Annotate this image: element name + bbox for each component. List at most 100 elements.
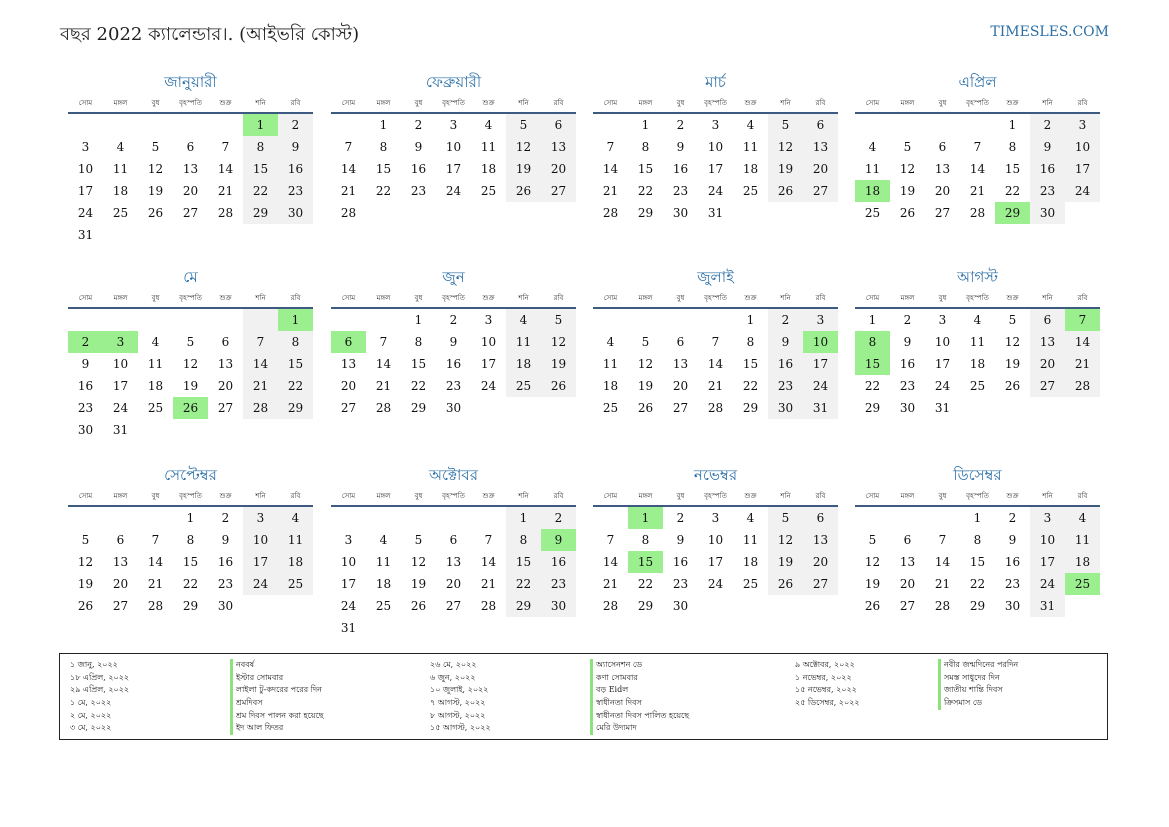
day-cell[interactable]: 12 <box>77 555 94 569</box>
day-cell[interactable]: 19 <box>768 551 803 573</box>
day-cell[interactable]: 16 <box>672 555 689 569</box>
day-cell[interactable]: 18 <box>112 184 129 198</box>
day-cell[interactable]: 2 <box>541 507 576 529</box>
day-cell[interactable]: 25 <box>506 375 541 397</box>
day-cell[interactable]: 18 <box>375 577 392 591</box>
day-cell[interactable]: 1 <box>414 313 423 327</box>
day-cell[interactable]: 31 <box>934 401 951 415</box>
day-cell[interactable]: 11 <box>506 331 541 353</box>
day-cell[interactable]: 10 <box>707 140 724 154</box>
day-cell[interactable]: 8 <box>1008 140 1017 154</box>
day-cell[interactable]: 12 <box>147 162 164 176</box>
day-cell[interactable]: 10 <box>112 357 129 371</box>
day-cell[interactable]: 1 <box>379 118 388 132</box>
day-cell[interactable]: 4 <box>484 118 493 132</box>
day-cell[interactable]: 25 <box>969 379 986 393</box>
day-cell[interactable]: 24 <box>243 573 278 595</box>
day-cell[interactable]: 25 <box>1065 573 1100 595</box>
day-cell[interactable]: 10 <box>1065 136 1100 158</box>
day-cell[interactable]: 27 <box>934 206 951 220</box>
day-cell[interactable]: 29 <box>742 401 759 415</box>
day-cell[interactable]: 22 <box>1004 184 1021 198</box>
day-cell[interactable]: 3 <box>81 140 90 154</box>
day-cell[interactable]: 7 <box>344 140 353 154</box>
day-cell[interactable]: 17 <box>934 357 951 371</box>
day-cell[interactable]: 18 <box>278 551 313 573</box>
day-cell[interactable]: 27 <box>803 573 838 595</box>
day-cell[interactable]: 10 <box>340 555 357 569</box>
day-cell[interactable]: 16 <box>445 357 462 371</box>
day-cell[interactable]: 1 <box>973 511 982 525</box>
day-cell[interactable]: 24 <box>1065 180 1100 202</box>
day-cell[interactable]: 29 <box>506 595 541 617</box>
day-cell[interactable]: 5 <box>414 533 423 547</box>
day-cell[interactable]: 12 <box>768 529 803 551</box>
day-cell[interactable]: 21 <box>707 379 724 393</box>
day-cell[interactable]: 2 <box>221 511 230 525</box>
day-cell[interactable]: 16 <box>1030 158 1065 180</box>
day-cell[interactable]: 4 <box>1065 507 1100 529</box>
day-cell[interactable]: 19 <box>77 577 94 591</box>
day-cell[interactable]: 30 <box>541 595 576 617</box>
day-cell[interactable]: 25 <box>147 401 164 415</box>
day-cell[interactable]: 7 <box>151 533 160 547</box>
day-cell[interactable]: 20 <box>899 577 916 591</box>
day-cell[interactable]: 26 <box>864 599 881 613</box>
day-cell[interactable]: 14 <box>1065 331 1100 353</box>
day-cell[interactable]: 14 <box>147 555 164 569</box>
day-cell[interactable]: 3 <box>243 507 278 529</box>
day-cell[interactable]: 31 <box>340 621 357 635</box>
day-cell[interactable]: 26 <box>147 206 164 220</box>
day-cell[interactable]: 19 <box>1004 357 1021 371</box>
day-cell[interactable]: 27 <box>672 401 689 415</box>
day-cell[interactable]: 29 <box>278 397 313 419</box>
day-cell[interactable]: 20 <box>445 577 462 591</box>
day-cell[interactable]: 17 <box>340 577 357 591</box>
day-cell[interactable]: 17 <box>1030 551 1065 573</box>
day-cell[interactable]: 22 <box>742 379 759 393</box>
day-cell[interactable]: 15 <box>375 162 392 176</box>
day-cell[interactable]: 6 <box>221 335 230 349</box>
day-cell[interactable]: 21 <box>375 379 392 393</box>
day-cell[interactable]: 13 <box>112 555 129 569</box>
day-cell[interactable]: 16 <box>672 162 689 176</box>
day-cell[interactable]: 17 <box>803 353 838 375</box>
day-cell[interactable]: 13 <box>934 162 951 176</box>
day-cell[interactable]: 8 <box>641 140 650 154</box>
day-cell[interactable]: 3 <box>344 533 353 547</box>
day-cell[interactable]: 23 <box>77 401 94 415</box>
day-cell[interactable]: 9 <box>1008 533 1017 547</box>
day-cell[interactable]: 2 <box>449 313 458 327</box>
day-cell[interactable]: 25 <box>375 599 392 613</box>
day-cell[interactable]: 15 <box>182 555 199 569</box>
day-cell[interactable]: 11 <box>864 162 881 176</box>
day-cell[interactable]: 2 <box>676 118 685 132</box>
day-cell[interactable]: 26 <box>541 375 576 397</box>
day-cell[interactable]: 14 <box>969 162 986 176</box>
day-cell[interactable]: 23 <box>1004 577 1021 591</box>
day-cell[interactable]: 16 <box>217 555 234 569</box>
day-cell[interactable]: 2 <box>676 511 685 525</box>
day-cell[interactable]: 2 <box>768 309 803 331</box>
day-cell[interactable]: 13 <box>340 357 357 371</box>
day-cell[interactable]: 11 <box>742 533 759 547</box>
day-cell[interactable]: 16 <box>768 353 803 375</box>
day-cell[interactable]: 15 <box>243 158 278 180</box>
day-cell[interactable]: 28 <box>375 401 392 415</box>
day-cell[interactable]: 3 <box>1065 114 1100 136</box>
day-cell[interactable]: 14 <box>243 353 278 375</box>
day-cell[interactable]: 13 <box>672 357 689 371</box>
day-cell[interactable]: 1 <box>243 114 278 136</box>
day-cell[interactable]: 16 <box>541 551 576 573</box>
day-cell[interactable]: 13 <box>445 555 462 569</box>
day-cell[interactable]: 9 <box>903 335 912 349</box>
day-cell[interactable]: 2 <box>903 313 912 327</box>
day-cell[interactable]: 8 <box>379 140 388 154</box>
day-cell[interactable]: 2 <box>68 331 103 353</box>
day-cell[interactable]: 25 <box>864 206 881 220</box>
day-cell[interactable]: 22 <box>637 184 654 198</box>
day-cell[interactable]: 11 <box>602 357 619 371</box>
day-cell[interactable]: 29 <box>243 202 278 224</box>
day-cell[interactable]: 25 <box>480 184 497 198</box>
day-cell[interactable]: 30 <box>278 202 313 224</box>
